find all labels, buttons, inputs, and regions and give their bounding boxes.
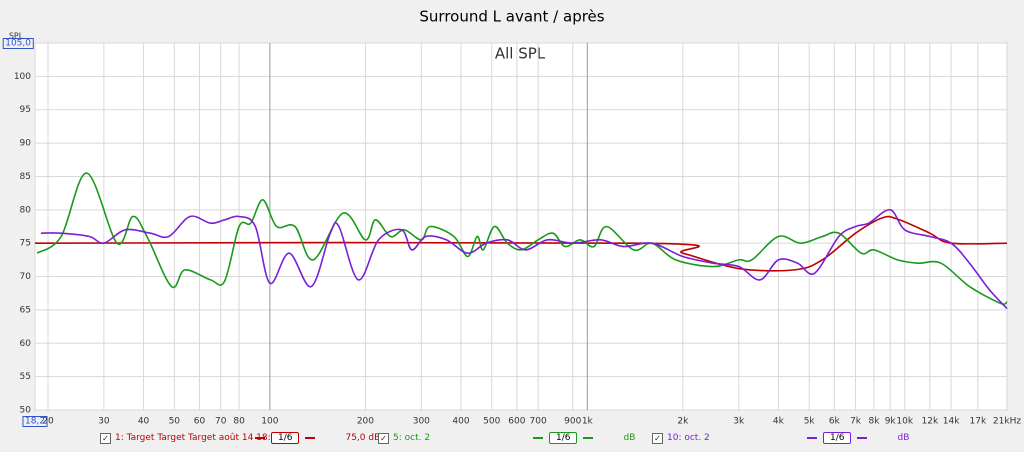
- y-tick-label: 95: [20, 105, 31, 115]
- x-tick-label: 40: [138, 417, 150, 427]
- x-tick-label: 500: [483, 417, 500, 427]
- x-tick-label: 20: [42, 417, 54, 427]
- y-tick-label: 65: [20, 305, 31, 315]
- y-tick-label: 50: [20, 406, 32, 416]
- x-tick-label: 17k: [970, 417, 987, 427]
- smoothing-button[interactable]: 1/6: [271, 432, 300, 444]
- y-tick-box: [2, 38, 34, 49]
- legend-swatch: [807, 437, 817, 439]
- legend-item: ✓ 10: oct. 2 1/6 dB: [652, 432, 909, 444]
- y-tick-label: 100: [14, 72, 31, 82]
- legend-level: dB: [897, 433, 910, 443]
- x-tick-label: 900: [564, 417, 581, 427]
- subtitle: All SPL: [495, 45, 546, 63]
- y-tick-label: 85: [20, 172, 31, 182]
- chart-title: Surround L avant / après: [419, 8, 604, 26]
- y-tick-label: 60: [20, 339, 32, 349]
- x-tick-label: 18,2: [25, 417, 45, 427]
- legend-checkbox[interactable]: ✓: [100, 432, 111, 444]
- x-tick-label: 1k: [582, 417, 594, 427]
- x-tick-label: 14k: [943, 417, 960, 427]
- x-tick-label: 300: [413, 417, 430, 427]
- x-tick-label: 12k: [922, 417, 939, 427]
- x-tick-label: 200: [357, 417, 374, 427]
- x-tick-box: [22, 416, 48, 427]
- y-tick-label: 55: [20, 372, 31, 382]
- legend-level: dB: [623, 433, 636, 443]
- x-tick-label: 21kHz: [993, 417, 1021, 427]
- legend-swatch: [305, 437, 316, 439]
- x-tick-label: 50: [169, 417, 181, 427]
- x-tick-label: 9k: [885, 417, 897, 427]
- legend-swatch: [583, 437, 594, 439]
- x-tick-label: 100: [261, 417, 278, 427]
- x-tick-label: 30: [98, 417, 110, 427]
- x-tick-label: 8k: [868, 417, 880, 427]
- legend-label: 1: Target Target Target août 14 18:: [115, 433, 271, 443]
- x-tick-label: 10k: [896, 417, 913, 427]
- chart: Surround L avant / après All SPL SPL 50 5…: [2, 8, 1021, 427]
- x-tick-label: 70: [215, 417, 227, 427]
- legend-swatch: [255, 437, 265, 439]
- y-tick-label: 75: [20, 239, 31, 249]
- legend-item: ✓ 1: Target Target Target août 14 18: 1/6 7…: [100, 432, 380, 444]
- legend: ✓ 1: Target Target Target août 14 18: 1/6 7…: [0, 428, 1024, 452]
- x-tick-label: 4k: [773, 417, 785, 427]
- x-tick-label: 6k: [829, 417, 841, 427]
- y-tick-label: 90: [20, 139, 32, 149]
- plot-area: [34, 42, 1008, 411]
- legend-swatch: [857, 437, 868, 439]
- x-tick-label: 600: [508, 417, 525, 427]
- x-tick-label: 400: [452, 417, 469, 427]
- x-tick-label: 2k: [677, 417, 689, 427]
- smoothing-button[interactable]: 1/6: [823, 432, 852, 444]
- x-tick-label: 700: [530, 417, 547, 427]
- x-tick-label: 7k: [850, 417, 862, 427]
- y-axis-label: SPL: [9, 32, 24, 41]
- x-tick-label: 3k: [733, 417, 745, 427]
- legend-item: ✓ 5: oct. 2 1/6 dB: [378, 432, 635, 444]
- legend-label: 10: oct. 2: [667, 433, 710, 443]
- legend-level: 75,0 dB: [345, 433, 381, 443]
- legend-swatch: [533, 437, 543, 439]
- series-line: [40, 209, 1008, 310]
- legend-checkbox[interactable]: ✓: [652, 432, 663, 444]
- legend-label: 5: oct. 2: [393, 433, 431, 443]
- x-tick-label: 60: [194, 417, 206, 427]
- y-tick-label: 70: [20, 272, 32, 282]
- legend-checkbox[interactable]: ✓: [378, 432, 389, 444]
- x-tick-label: 80: [233, 417, 245, 427]
- y-tick-label: 80: [20, 205, 32, 215]
- x-tick-label: 5k: [804, 417, 816, 427]
- y-tick-label: 105,0: [5, 39, 31, 49]
- smoothing-button[interactable]: 1/6: [549, 432, 578, 444]
